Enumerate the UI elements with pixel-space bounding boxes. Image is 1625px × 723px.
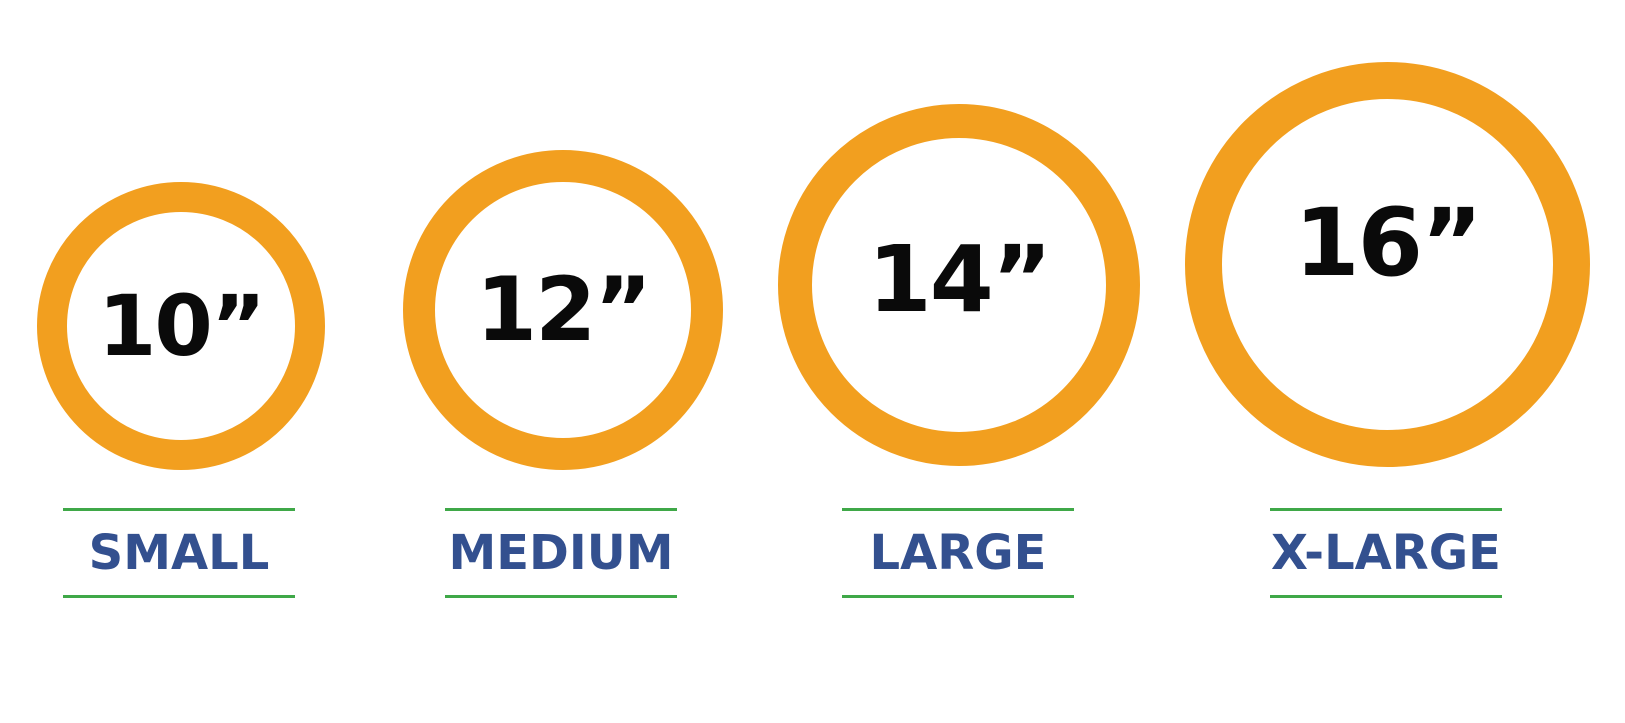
size-ring-large: 14” bbox=[778, 104, 1140, 466]
size-label-x-large: X-LARGE bbox=[1271, 525, 1501, 581]
size-value-x-large: 16” bbox=[1294, 188, 1483, 298]
size-label-medium: MEDIUM bbox=[448, 525, 674, 581]
size-value-small: 10” bbox=[97, 277, 266, 375]
size-label-block-large: LARGE bbox=[842, 508, 1074, 598]
size-label-block-x-large: X-LARGE bbox=[1270, 508, 1502, 598]
size-ring-x-large: 16” bbox=[1185, 62, 1590, 467]
size-value-large: 14” bbox=[867, 226, 1052, 333]
size-value-medium: 12” bbox=[475, 258, 652, 361]
size-label-block-small: SMALL bbox=[63, 508, 295, 598]
size-ring-small: 10” bbox=[37, 182, 325, 470]
size-label-large: LARGE bbox=[869, 525, 1047, 581]
size-label-block-medium: MEDIUM bbox=[445, 508, 677, 598]
size-ring-medium: 12” bbox=[403, 150, 723, 470]
size-label-small: SMALL bbox=[88, 525, 270, 581]
